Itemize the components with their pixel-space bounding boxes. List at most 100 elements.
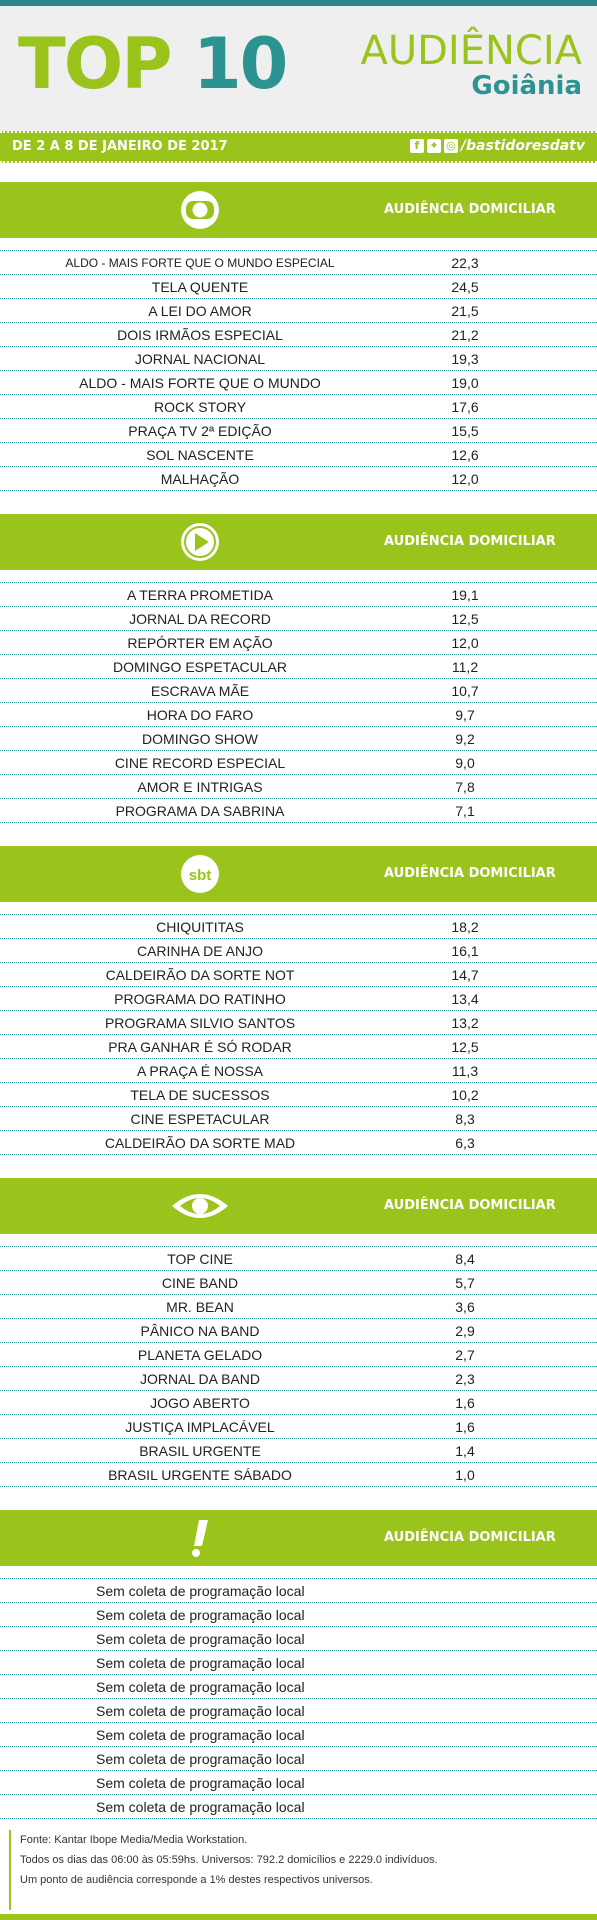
program-name: HORA DO FARO (146, 707, 254, 723)
ranking-row: Sem coleta de programação local (0, 1747, 597, 1771)
audience-value: 24,5 (451, 279, 479, 295)
ranking-row: A PRAÇA É NOSSA 11,3 (0, 1059, 597, 1083)
program-name: Sem coleta de programação local (96, 1679, 305, 1695)
audience-value: 1,0 (455, 1467, 475, 1483)
program-name: ROCK STORY (153, 399, 247, 415)
ranking-row: CHIQUITITAS 18,2 (0, 915, 597, 939)
ranking-row: CARINHA DE ANJO 16,1 (0, 939, 597, 963)
ranking-row: PROGRAMA SILVIO SANTOS 13,2 (0, 1011, 597, 1035)
ranking-row: TOP CINE 8,4 (0, 1247, 597, 1271)
band-logo (170, 1184, 230, 1228)
ranking-row: REPÓRTER EM AÇÃO 12,0 (0, 631, 597, 655)
footer-schedule: Todos os dias das 06:00 às 05:59hs. Univ… (20, 1854, 438, 1866)
audience-value: 13,4 (451, 991, 479, 1007)
ranking-row: BRASIL URGENTE 1,4 (0, 1439, 597, 1463)
audience-value: 9,0 (455, 755, 475, 771)
program-name: A LEI DO AMOR (148, 303, 252, 319)
program-name: Sem coleta de programação local (96, 1631, 305, 1647)
audience-value: 9,7 (455, 707, 475, 723)
program-name: CINE RECORD ESPECIAL (114, 755, 286, 771)
program-name: TELA QUENTE (151, 279, 249, 295)
program-name: Sem coleta de programação local (96, 1799, 305, 1815)
audience-value: 12,0 (451, 635, 479, 651)
channel-header: AUDIÊNCIA DOMICILIAR (0, 1510, 597, 1566)
title-top: TOP (18, 23, 173, 105)
program-name: JORNAL NACIONAL (134, 351, 266, 367)
ranking-row: HORA DO FARO 9,7 (0, 703, 597, 727)
channel-section: AUDIÊNCIA DOMICILIAR A TERRA PROMETIDA 19,… (0, 514, 597, 823)
program-name: TOP CINE (167, 1251, 233, 1267)
audience-value: 13,2 (451, 1015, 479, 1031)
audience-value: 2,3 (455, 1371, 475, 1387)
ranking-row: Sem coleta de programação local (0, 1699, 597, 1723)
ranking-row: ALDO - MAIS FORTE QUE O MUNDO 19,0 (0, 371, 597, 395)
ranking-row: PROGRAMA DO RATINHO 13,4 (0, 987, 597, 1011)
channel-section: AUDIÊNCIA DOMICILIAR ALDO - MAIS FORTE QU… (0, 182, 597, 491)
audience-value: 7,1 (455, 803, 475, 819)
brand-line-2: Goiânia (471, 71, 582, 101)
audience-value: 1,6 (455, 1395, 475, 1411)
program-name: CINE ESPETACULAR (130, 1111, 270, 1127)
social-handle[interactable]: /bastidoresdatv (460, 138, 585, 154)
audience-value: 6,3 (455, 1135, 475, 1151)
ranking-list: A TERRA PROMETIDA 19,1 JORNAL DA RECORD 12,… (0, 582, 597, 823)
program-name: Sem coleta de programação local (96, 1775, 305, 1791)
ranking-row: Sem coleta de programação local (0, 1795, 597, 1819)
ranking-row: Sem coleta de programação local (0, 1627, 597, 1651)
ranking-row: MALHAÇÃO 12,0 (0, 467, 597, 491)
footer-note: Um ponto de audiência corresponde a 1% d… (20, 1874, 373, 1886)
program-name: DOMINGO SHOW (142, 731, 258, 747)
audience-value: 19,3 (451, 351, 479, 367)
footer-notes: Fonte: Kantar Ibope Media/Media Workstat… (0, 1830, 597, 1910)
ranking-list: Sem coleta de programação local Sem colet… (0, 1578, 597, 1819)
channel-header: AUDIÊNCIA DOMICILIAR (0, 1178, 597, 1234)
facebook-icon[interactable]: f (409, 139, 424, 153)
ranking-row: Sem coleta de programação local (0, 1675, 597, 1699)
program-name: CARINHA DE ANJO (136, 943, 264, 959)
ranking-row: ESCRAVA MÃE 10,7 (0, 679, 597, 703)
audience-label: AUDIÊNCIA DOMICILIAR (384, 202, 556, 217)
ranking-row: Sem coleta de programação local (0, 1603, 597, 1627)
program-name: PROGRAMA SILVIO SANTOS (104, 1015, 296, 1031)
ranking-row: DOMINGO SHOW 9,2 (0, 727, 597, 751)
program-name: ALDO - MAIS FORTE QUE O MUNDO ESPECIAL (65, 256, 335, 270)
audience-label: AUDIÊNCIA DOMICILIAR (384, 534, 556, 549)
program-name: SOL NASCENTE (146, 447, 254, 463)
program-name: JORNAL DA RECORD (129, 611, 271, 627)
ranking-list: TOP CINE 8,4 CINE BAND 5,7 MR. BEAN 3,6 PÂNICO… (0, 1246, 597, 1487)
instagram-icon[interactable]: ◎ (443, 139, 458, 153)
program-name: PROGRAMA DA SABRINA (115, 803, 285, 819)
audience-value: 1,4 (455, 1443, 475, 1459)
program-name: REPÓRTER EM AÇÃO (127, 635, 273, 651)
bottom-accent-bar (0, 1914, 597, 1920)
audience-value: 8,3 (455, 1111, 475, 1127)
ranking-row: JORNAL DA RECORD 12,5 (0, 607, 597, 631)
program-name: A PRAÇA É NOSSA (136, 1063, 264, 1079)
program-name: Sem coleta de programação local (96, 1727, 305, 1743)
channel-header: AUDIÊNCIA DOMICILIAR (0, 182, 597, 238)
twitter-icon[interactable]: ✦ (426, 139, 441, 153)
header: TOP 10 AUDIÊNCIA Goiânia (0, 6, 597, 131)
program-name: AMOR E INTRIGAS (137, 779, 263, 795)
program-name: MALHAÇÃO (160, 471, 240, 487)
ranking-row: Sem coleta de programação local (0, 1771, 597, 1795)
audience-value: 22,3 (451, 255, 479, 271)
ranking-row: CINE ESPETACULAR 8,3 (0, 1107, 597, 1131)
ranking-row: PRA GANHAR É SÓ RODAR 12,5 (0, 1035, 597, 1059)
audience-label: AUDIÊNCIA DOMICILIAR (384, 1530, 556, 1545)
footer-accent-line (9, 1830, 11, 1910)
program-name: MR. BEAN (166, 1299, 234, 1315)
program-name: PRAÇA TV 2ª EDIÇÃO (128, 423, 272, 439)
brand-line-1: AUDIÊNCIA (360, 28, 582, 74)
audience-value: 7,8 (455, 779, 475, 795)
audience-label: AUDIÊNCIA DOMICILIAR (384, 866, 556, 881)
audience-value: 10,2 (451, 1087, 479, 1103)
audience-value: 12,5 (451, 1039, 479, 1055)
audience-value: 12,5 (451, 611, 479, 627)
redetv-logo (178, 1516, 222, 1560)
ranking-row: PÂNICO NA BAND 2,9 (0, 1319, 597, 1343)
channel-header: AUDIÊNCIA DOMICILIAR (0, 514, 597, 570)
sbt-logo: sbt (178, 852, 222, 896)
ranking-row: PRAÇA TV 2ª EDIÇÃO 15,5 (0, 419, 597, 443)
program-name: PRA GANHAR É SÓ RODAR (108, 1039, 292, 1055)
